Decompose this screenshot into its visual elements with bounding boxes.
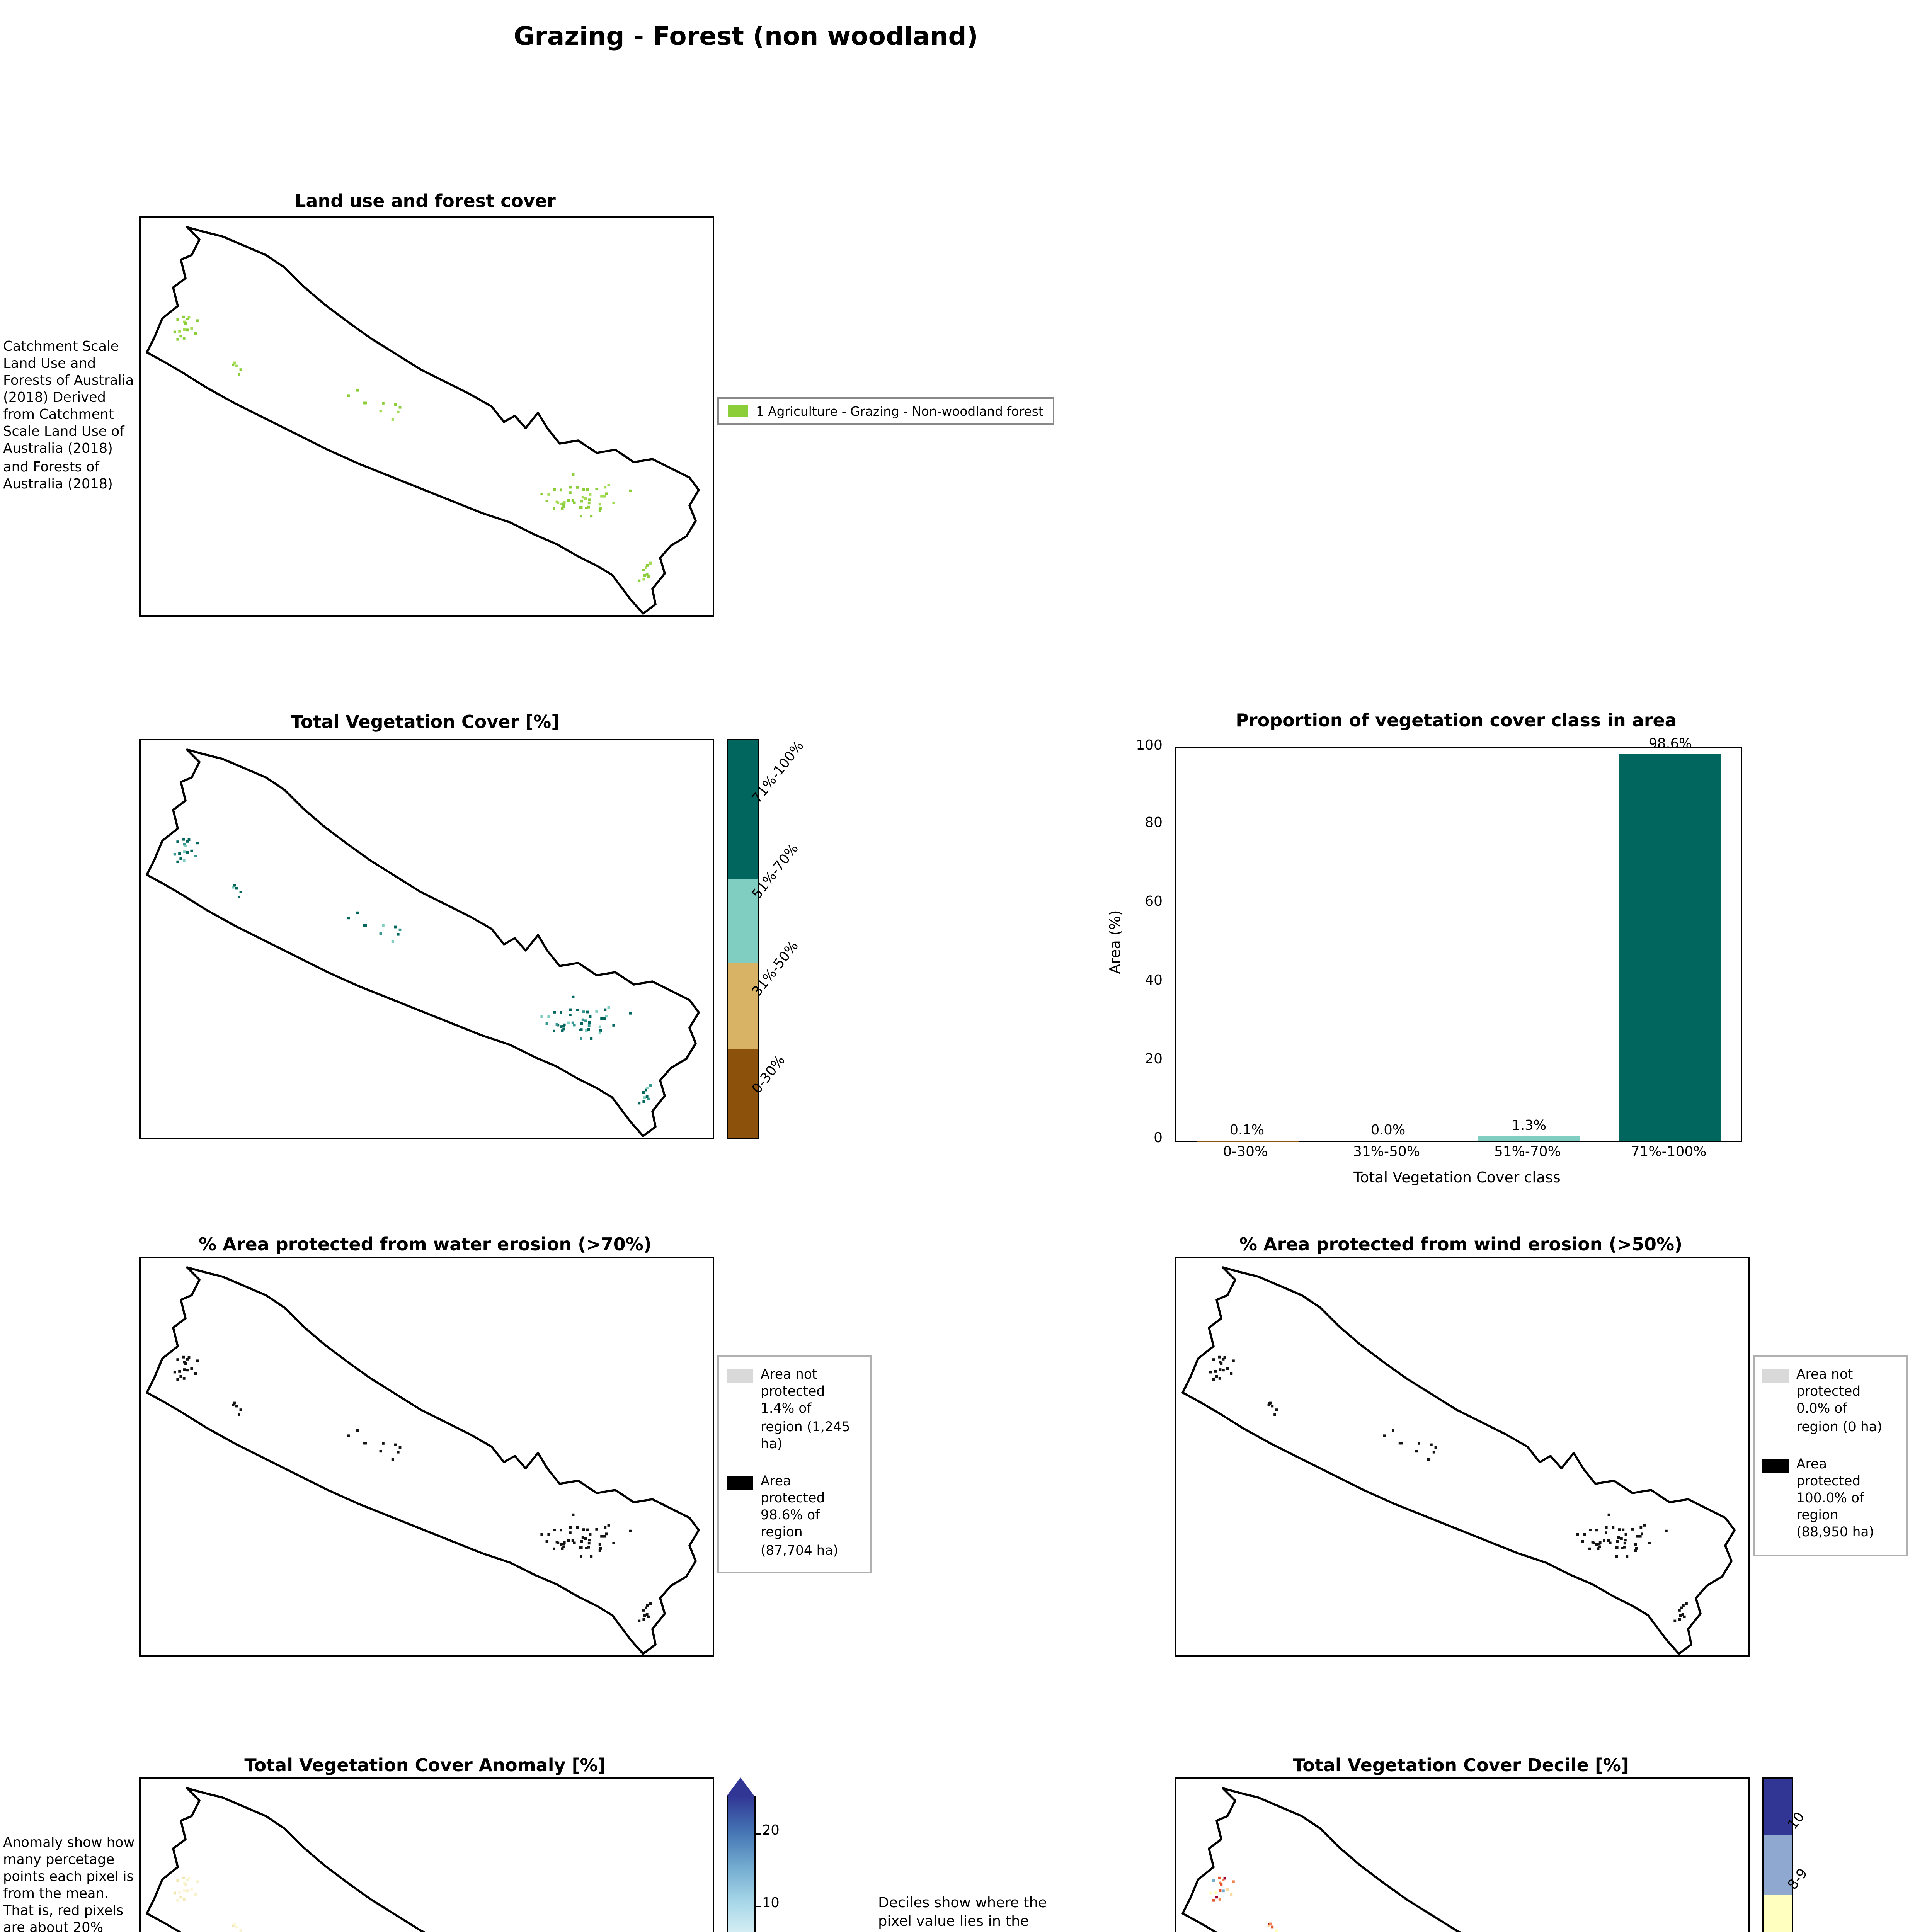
bar-value-label: 0.1% bbox=[1229, 1123, 1265, 1139]
page-title: Grazing - Forest (non woodland) bbox=[514, 22, 978, 51]
bar-value-label: 1.3% bbox=[1512, 1118, 1547, 1134]
y-tick-label: 80 bbox=[1145, 816, 1163, 832]
bar-0-30% bbox=[1196, 1140, 1298, 1141]
veg-cover-map bbox=[139, 739, 714, 1139]
water-erosion-map-svg bbox=[146, 1266, 700, 1655]
wind-erosion-map bbox=[1175, 1257, 1750, 1657]
legend-entry-protected: Area protected 100.0% of region (88,950 … bbox=[1762, 1457, 1898, 1543]
colorbar-segment-51-70 bbox=[728, 879, 758, 963]
anomaly-colorbar-gradient bbox=[727, 1796, 756, 1932]
legend-label-grazing-forest: 1 Agriculture - Grazing - Non-woodland f… bbox=[756, 403, 1044, 419]
x-axis-label: Total Vegetation Cover class bbox=[1353, 1170, 1561, 1187]
legend-label-not-protected: Area not protected 0.0% of region (0 ha) bbox=[1796, 1368, 1883, 1435]
veg-cover-title: Total Vegetation Cover [%] bbox=[291, 710, 560, 732]
legend-swatch-grazing-forest bbox=[728, 405, 748, 417]
decile-colorbar bbox=[1762, 1777, 1793, 1932]
veg-cover-map-svg bbox=[146, 748, 700, 1137]
y-tick-label: 100 bbox=[1136, 738, 1163, 753]
decile-segment-8-9 bbox=[1764, 1834, 1792, 1895]
legend-swatch-protected bbox=[727, 1476, 753, 1490]
anomaly-colorbar bbox=[727, 1777, 756, 1932]
legend-swatch-not-protected bbox=[727, 1369, 753, 1383]
decile-caption: Deciles show where the pixel value lies … bbox=[878, 1895, 1047, 1932]
bar-71%-100% bbox=[1619, 753, 1721, 1141]
land-use-caption: Catchment Scale Land Use and Forests of … bbox=[3, 340, 134, 493]
x-tick-label: 51%-70% bbox=[1494, 1145, 1561, 1161]
legend-label-not-protected: Area not protected 1.4% of region (1,245… bbox=[761, 1368, 850, 1452]
y-tick-label: 60 bbox=[1145, 895, 1163, 911]
legend-entry-protected: Area protected 98.6% of region (87,704 h… bbox=[727, 1474, 863, 1560]
bar-51%-70% bbox=[1478, 1135, 1580, 1141]
anomaly-map-svg bbox=[146, 1787, 426, 1932]
land-use-map-svg bbox=[146, 226, 700, 615]
legend-label-protected: Area protected 100.0% of region (88,950 … bbox=[1796, 1457, 1874, 1542]
water-erosion-legend: Area not protected 1.4% of region (1,245… bbox=[717, 1355, 872, 1573]
bar-value-label: 98.6% bbox=[1648, 736, 1692, 752]
x-ticks: 0-30% 31%-50% 51%-70% 71%-100% bbox=[1175, 1145, 1739, 1164]
anomaly-title: Total Vegetation Cover Anomaly [%] bbox=[244, 1753, 606, 1775]
legend-entry-not-protected: Area not protected 1.4% of region (1,245… bbox=[727, 1368, 863, 1454]
land-use-legend: 1 Agriculture - Grazing - Non-woodland f… bbox=[717, 397, 1054, 425]
bar-value-label: 0.0% bbox=[1370, 1124, 1406, 1139]
anomaly-map bbox=[139, 1777, 714, 1932]
y-ticks: 0 20 40 60 80 100 bbox=[1104, 738, 1163, 1146]
wind-erosion-title: % Area protected from wind erosion (>50%… bbox=[1239, 1233, 1683, 1254]
wind-erosion-legend: Area not protected 0.0% of region (0 ha)… bbox=[1753, 1355, 1908, 1556]
colorbar-segment-0-30 bbox=[728, 1050, 758, 1138]
x-tick-label: 0-30% bbox=[1223, 1145, 1268, 1161]
y-tick-label: 40 bbox=[1145, 973, 1163, 989]
legend-swatch-not-protected bbox=[1762, 1369, 1789, 1383]
anomaly-caption: Anomaly show how many percetage points e… bbox=[3, 1836, 135, 1932]
anomaly-colorbar-arrow-up bbox=[727, 1777, 754, 1796]
anomaly-tick-10: 10 bbox=[754, 1896, 780, 1912]
decile-segment-10 bbox=[1764, 1779, 1792, 1835]
x-tick-label: 31%-50% bbox=[1353, 1145, 1420, 1161]
legend-swatch-protected bbox=[1762, 1458, 1789, 1473]
legend-entry-not-protected: Area not protected 0.0% of region (0 ha) bbox=[1762, 1368, 1898, 1437]
y-tick-label: 20 bbox=[1145, 1052, 1163, 1068]
land-use-map bbox=[139, 216, 714, 617]
colorbar-segment-71-100 bbox=[728, 740, 758, 879]
x-tick-label: 71%-100% bbox=[1631, 1145, 1707, 1161]
y-tick-label: 0 bbox=[1154, 1131, 1163, 1146]
legend-label-protected: Area protected 98.6% of region (87,704 h… bbox=[761, 1474, 838, 1559]
decile-map bbox=[1175, 1777, 1750, 1932]
anomaly-tick-20: 20 bbox=[754, 1824, 780, 1839]
decile-title: Total Vegetation Cover Decile [%] bbox=[1292, 1753, 1629, 1775]
colorbar-segment-31-50 bbox=[728, 963, 758, 1050]
veg-cover-colorbar bbox=[727, 739, 759, 1139]
bar-chart-title: Proportion of vegetation cover class in … bbox=[1236, 709, 1677, 730]
water-erosion-map bbox=[139, 1257, 714, 1657]
land-use-title: Land use and forest cover bbox=[294, 189, 556, 211]
wind-erosion-map-svg bbox=[1181, 1266, 1736, 1655]
decile-segment-4-7 bbox=[1764, 1894, 1792, 1932]
water-erosion-title: % Area protected from water erosion (>70… bbox=[199, 1233, 652, 1254]
bar-plot: 0.1% 0.0% 1.3% 98.6% bbox=[1175, 736, 1742, 1142]
decile-map-svg bbox=[1181, 1787, 1462, 1932]
